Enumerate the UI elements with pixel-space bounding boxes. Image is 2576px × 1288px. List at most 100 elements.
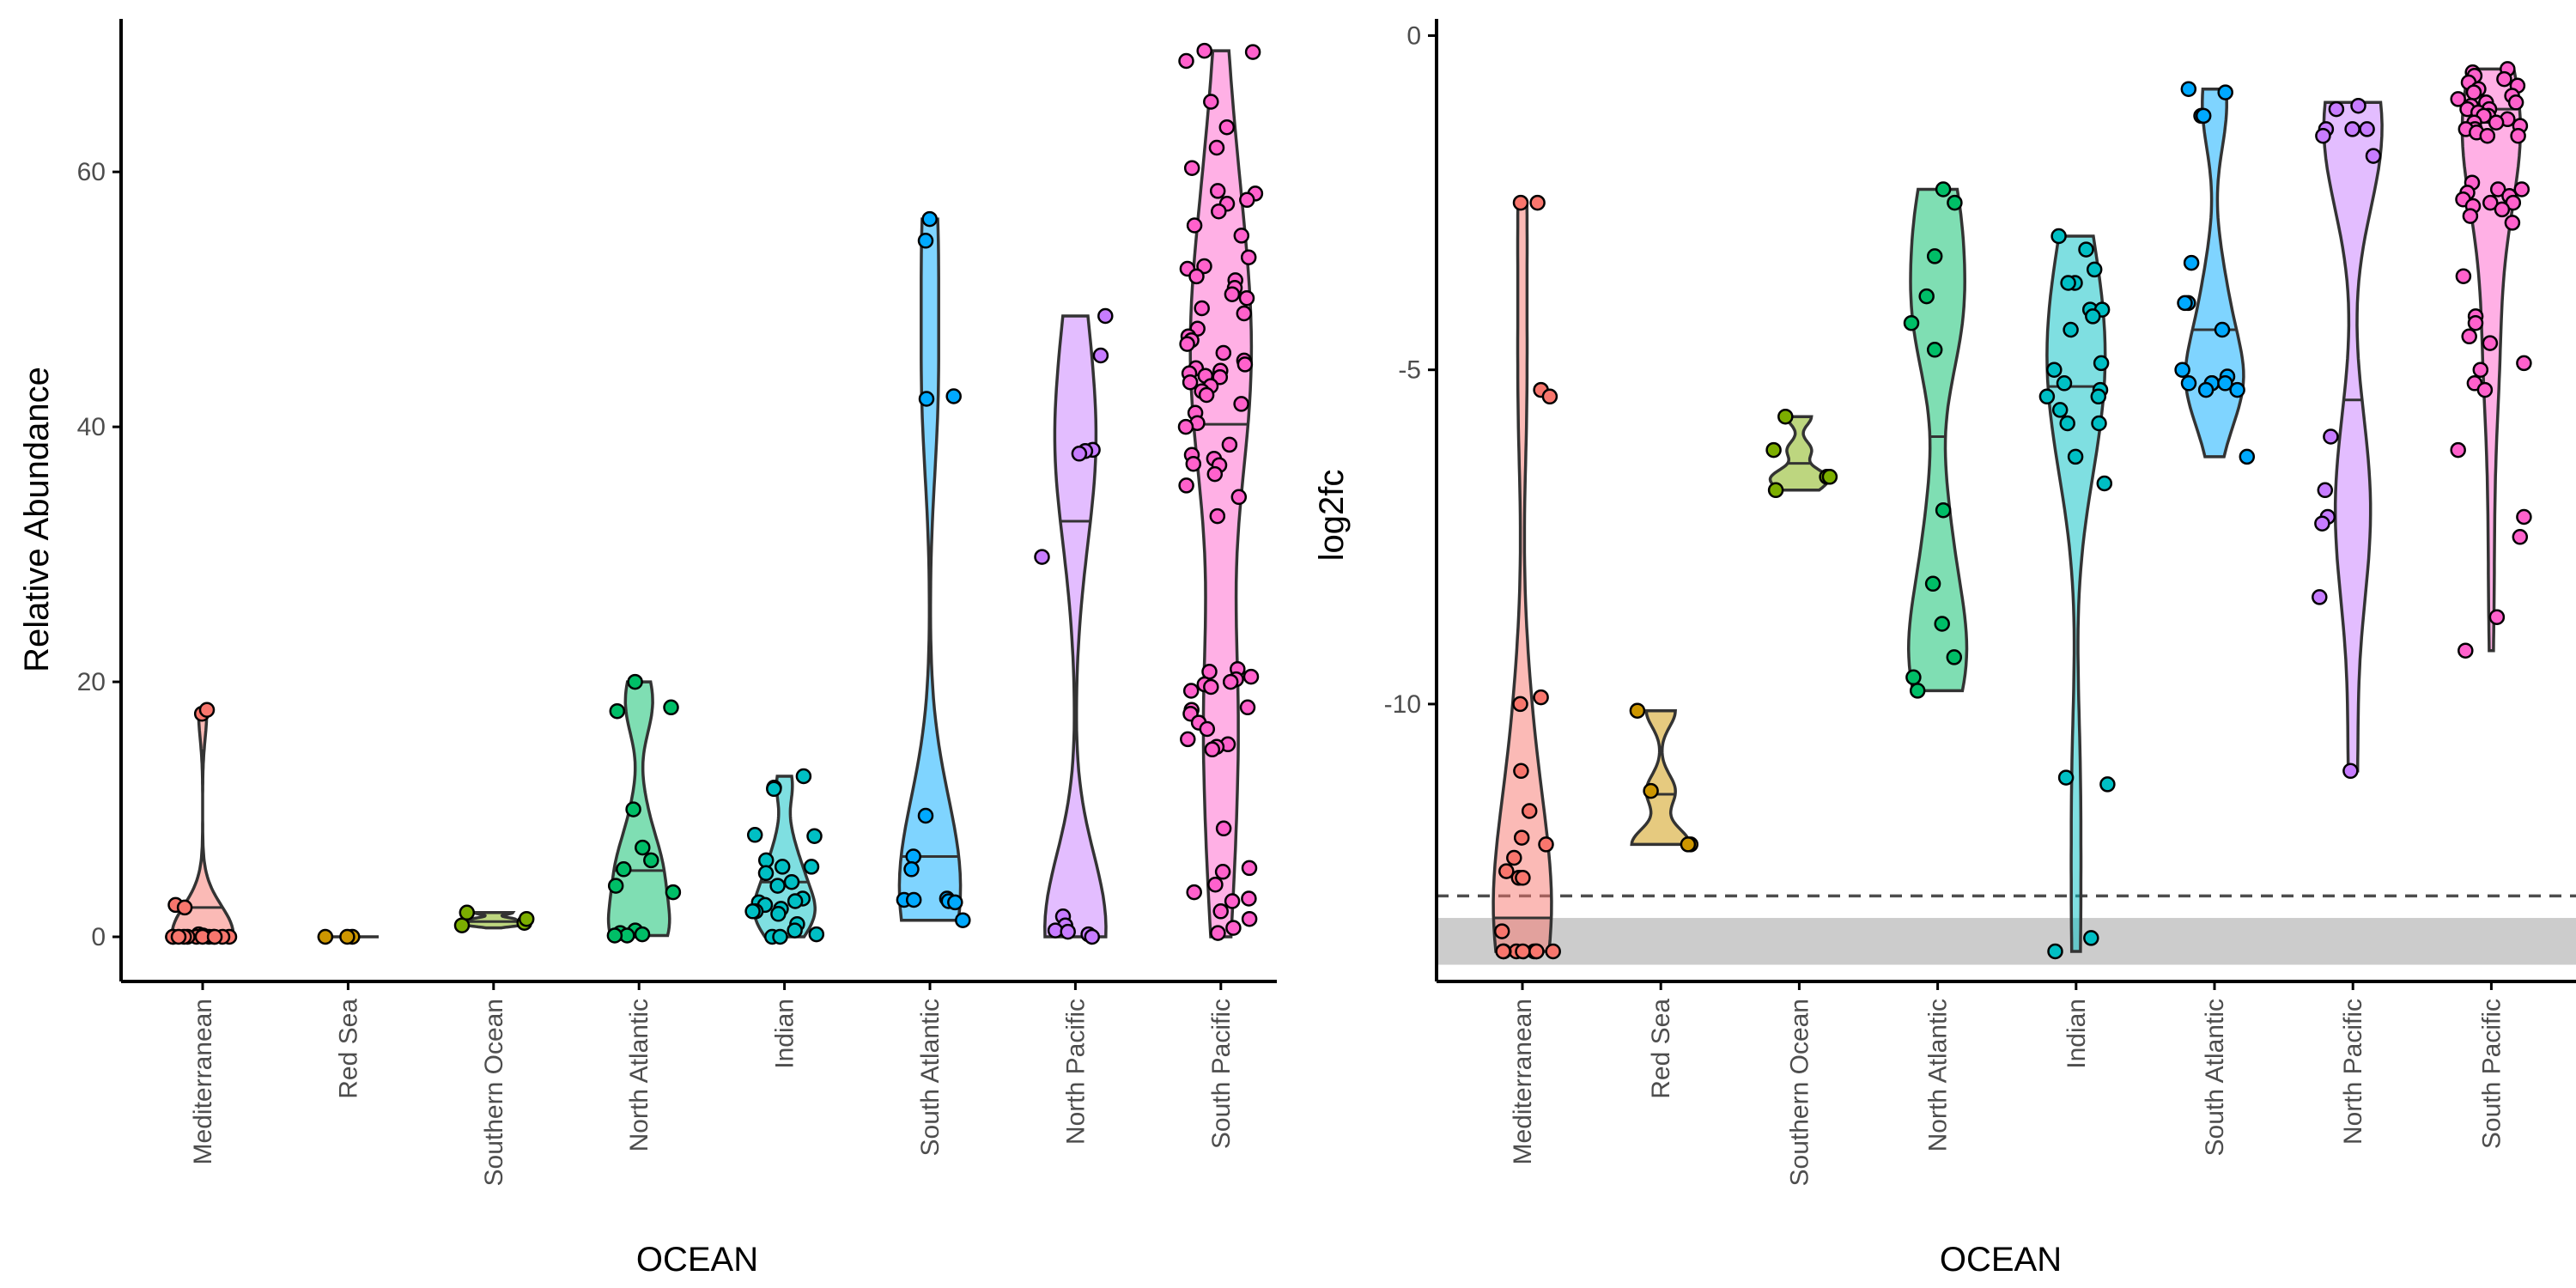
point-indian xyxy=(2046,361,2063,378)
point-indian xyxy=(2057,769,2075,786)
point-north-atlantic xyxy=(1905,669,1922,686)
point-south-atlantic xyxy=(2229,381,2245,398)
point-north-atlantic xyxy=(1947,194,1963,211)
point-south-atlantic xyxy=(2177,295,2193,312)
point-indian xyxy=(2060,275,2076,291)
right-points xyxy=(1493,61,2532,960)
point-south-pacific xyxy=(1241,910,1258,927)
x-tick-label-north-atlantic: North Atlantic xyxy=(1924,999,1953,1151)
point-indian xyxy=(2085,308,2101,325)
point-south-pacific xyxy=(1215,820,1232,837)
point-south-pacific xyxy=(2455,268,2472,284)
point-north-pacific xyxy=(2312,589,2328,605)
point-southern-ocean xyxy=(459,904,476,921)
point-indian xyxy=(2038,388,2056,405)
point-indian xyxy=(2099,776,2116,793)
point-red-sea xyxy=(1680,836,1697,853)
point-indian xyxy=(2056,375,2073,392)
point-south-pacific xyxy=(2461,328,2477,345)
point-mediterranean xyxy=(1515,870,1531,886)
point-north-atlantic xyxy=(643,852,659,869)
point-indian xyxy=(806,828,823,844)
point-south-pacific xyxy=(2482,194,2499,211)
point-south-pacific xyxy=(2512,529,2529,545)
point-indian xyxy=(2083,930,2099,946)
point-south-atlantic xyxy=(2180,375,2197,392)
point-north-pacific xyxy=(2323,428,2339,445)
point-mediterranean xyxy=(1528,943,1545,960)
point-red-sea xyxy=(1629,702,1646,719)
point-south-pacific xyxy=(2488,609,2506,625)
point-mediterranean xyxy=(170,928,187,945)
point-south-pacific xyxy=(2513,181,2530,197)
point-south-pacific xyxy=(1224,893,1241,909)
left-points xyxy=(165,42,1264,945)
point-south-pacific xyxy=(2488,114,2505,131)
point-indian xyxy=(2059,415,2075,432)
point-south-pacific xyxy=(1221,436,1238,453)
point-south-atlantic xyxy=(905,891,922,908)
point-south-pacific xyxy=(2467,314,2484,331)
point-south-atlantic xyxy=(945,388,962,404)
point-north-atlantic xyxy=(1909,683,1926,699)
left-x-axis-title: OCEAN xyxy=(636,1241,758,1279)
violin-south-atlantic xyxy=(2184,87,2245,459)
point-south-atlantic xyxy=(2214,321,2231,338)
point-north-atlantic xyxy=(1903,314,1920,331)
point-south-atlantic xyxy=(905,848,921,865)
left-violins xyxy=(170,49,1254,939)
x-tick-label-mediterranean: Mediterranean xyxy=(1509,999,1537,1164)
left-panel-relative-abundance: 0 20 40 60 Mediterranean Red Sea Southern Ocea… xyxy=(18,19,1277,1279)
point-north-pacific xyxy=(2328,100,2345,118)
point-north-pacific xyxy=(2344,121,2360,137)
point-indian xyxy=(766,781,782,798)
point-south-pacific xyxy=(2504,215,2521,231)
point-south-pacific xyxy=(1233,396,1249,412)
point-south-pacific xyxy=(2507,94,2524,111)
point-southern-ocean xyxy=(1767,482,1784,499)
y-tick-label: 60 xyxy=(77,158,106,186)
left-axes: 0 20 40 60 Mediterranean Red Sea Southern Ocea… xyxy=(77,19,1277,1186)
point-south-atlantic xyxy=(918,391,935,407)
point-indian xyxy=(2090,388,2107,405)
point-south-pacific xyxy=(1209,507,1226,525)
point-south-pacific xyxy=(1186,884,1202,901)
point-south-pacific xyxy=(1209,183,1226,199)
point-south-atlantic xyxy=(2197,381,2215,398)
point-south-pacific xyxy=(2476,381,2494,398)
point-south-pacific xyxy=(1182,374,1199,391)
point-south-pacific xyxy=(2496,70,2512,88)
point-north-atlantic xyxy=(609,702,626,720)
point-red-sea xyxy=(317,928,334,945)
x-tick-label-south-pacific: South Pacific xyxy=(2477,999,2506,1149)
point-south-atlantic xyxy=(2217,84,2233,100)
violin-north-atlantic xyxy=(1906,187,1969,693)
left-y-axis-title: Relative Abundance xyxy=(18,367,56,672)
point-mediterranean xyxy=(1515,943,1531,960)
point-mediterranean xyxy=(1493,923,1510,939)
point-south-pacific xyxy=(1236,305,1253,322)
violin-indian xyxy=(2045,234,2107,953)
x-tick-label-southern-ocean: Southern Ocean xyxy=(480,999,508,1186)
point-south-pacific xyxy=(2458,642,2474,659)
point-indian xyxy=(746,827,763,843)
point-south-pacific xyxy=(1240,249,1257,265)
point-south-pacific xyxy=(1183,160,1200,176)
point-south-pacific xyxy=(1185,455,1202,472)
point-south-pacific xyxy=(1242,668,1260,685)
y-tick-label: 20 xyxy=(77,668,106,696)
shaded-band xyxy=(1437,918,2576,965)
x-tick-label-mediterranean: Mediterranean xyxy=(189,999,217,1164)
point-indian xyxy=(774,859,791,875)
point-north-pacific xyxy=(1092,347,1109,364)
point-south-pacific xyxy=(1236,356,1254,373)
point-mediterranean xyxy=(1541,388,1558,405)
point-south-atlantic xyxy=(2217,375,2233,392)
point-south-pacific xyxy=(1208,139,1225,156)
point-indian xyxy=(2086,261,2103,278)
point-south-pacific xyxy=(1180,731,1196,748)
point-south-pacific xyxy=(1215,344,1232,361)
point-southern-ocean xyxy=(518,910,535,927)
point-south-pacific xyxy=(1212,368,1229,386)
x-tick-label-north-pacific: North Pacific xyxy=(2339,999,2367,1145)
